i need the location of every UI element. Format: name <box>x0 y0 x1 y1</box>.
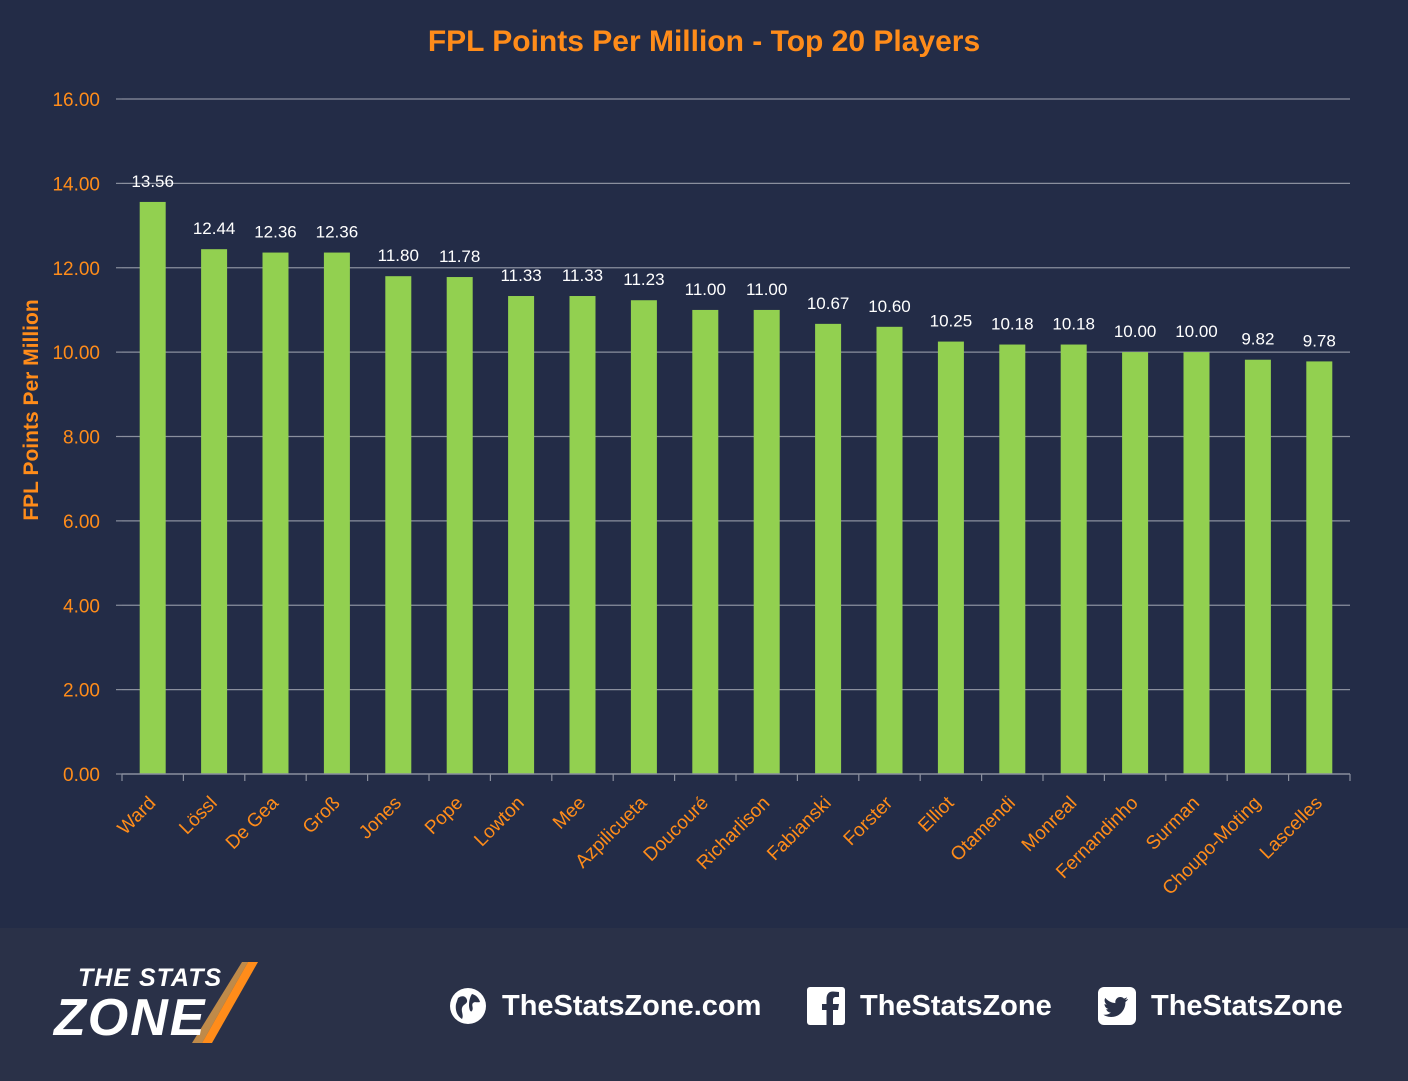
y-tick-label: 8.00 <box>63 428 100 449</box>
bar-monreal <box>1060 344 1087 774</box>
bar-elliot <box>937 341 964 774</box>
data-label: 11.23 <box>623 270 664 289</box>
facebook-icon <box>806 986 846 1026</box>
x-axis <box>121 773 1351 781</box>
x-tick-label: Fabianski <box>763 793 835 865</box>
data-label: 10.18 <box>1052 315 1095 334</box>
x-axis-labels: Ward Lössl De Gea Groß Jones Pope Lowton MeeAzp… <box>114 792 1327 899</box>
twitter-icon <box>1097 986 1137 1026</box>
data-label: 10.67 <box>807 294 850 313</box>
x-tick-label: Otamendi <box>947 793 1020 866</box>
y-tick-label: 4.00 <box>63 596 100 617</box>
x-tick-label: Pope <box>421 793 467 839</box>
x-tick-label: Lascelles <box>1256 793 1327 864</box>
data-label: 13.56 <box>131 172 174 191</box>
chart-panel: FPL Points Per Million - Top 20 Players … <box>20 25 1351 900</box>
x-tick-label: De Gea <box>222 792 283 853</box>
facebook-link[interactable]: TheStatsZone <box>806 984 1052 1028</box>
y-tick-label: 12.00 <box>52 259 100 280</box>
y-axis-ticks: 0.00 2.00 4.00 6.00 8.00 10.00 12.00 14.00 16.00 <box>52 90 122 786</box>
data-label: 11.80 <box>378 246 419 265</box>
stats-zone-logo: THE STATS ZONE <box>52 958 302 1058</box>
facebook-text: TheStatsZone <box>860 989 1052 1022</box>
bar-chart: FPL Points Per Million - Top 20 Players … <box>20 25 1351 899</box>
bar-azpilicueta <box>630 300 657 774</box>
data-label: 9.78 <box>1303 331 1336 350</box>
x-tick-label: Lössl <box>175 793 221 839</box>
bar-jones <box>385 276 412 774</box>
y-tick-label: 10.00 <box>52 343 100 364</box>
bar-gro- <box>323 252 350 774</box>
data-label: 11.00 <box>746 280 787 299</box>
bar-pope <box>446 277 473 774</box>
logo-text-top: THE STATS <box>78 964 223 992</box>
bar-fernandinho <box>1122 352 1149 774</box>
logo-swoosh-icon <box>192 962 258 1043</box>
logo-text-bottom: ZONE <box>54 989 207 1047</box>
bar-choupo-moting <box>1244 359 1271 774</box>
data-label: 10.00 <box>1114 322 1157 341</box>
y-tick-label: 2.00 <box>63 681 100 702</box>
data-label: 9.82 <box>1241 330 1274 349</box>
x-tick-label: Surman <box>1142 793 1204 855</box>
data-label: 11.78 <box>439 247 480 266</box>
y-tick-label: 6.00 <box>63 512 100 533</box>
y-tick-label: 0.00 <box>63 765 100 786</box>
data-label: 11.00 <box>685 280 726 299</box>
globe-icon <box>448 986 488 1026</box>
x-tick-label: Lowton <box>470 793 528 851</box>
bar-l-ssl <box>201 249 228 774</box>
x-tick-label: Forster <box>840 792 898 850</box>
y-tick-label: 14.00 <box>52 174 100 195</box>
bar-richarlison <box>753 309 780 774</box>
bar-otamendi <box>999 344 1026 774</box>
grid-lines <box>122 98 1350 691</box>
data-label: 10.60 <box>868 297 911 316</box>
twitter-link[interactable]: TheStatsZone <box>1097 984 1343 1028</box>
x-tick-label: Groß <box>299 793 344 838</box>
bar-doucour- <box>692 309 719 774</box>
footer <box>0 928 1408 1081</box>
y-tick-label: 16.00 <box>52 90 100 111</box>
bar-fabianski <box>815 323 842 774</box>
data-label: 12.44 <box>193 219 236 238</box>
x-tick-label: Ward <box>114 793 160 839</box>
data-label: 12.36 <box>316 223 359 242</box>
bar-surman <box>1183 352 1210 774</box>
data-label: 12.36 <box>254 223 297 242</box>
twitter-text: TheStatsZone <box>1151 989 1343 1022</box>
x-tick-label: Mee <box>549 793 590 834</box>
data-label: 10.00 <box>1175 322 1218 341</box>
data-label: 11.33 <box>500 266 541 285</box>
bar-ward <box>139 201 166 774</box>
x-tick-label: Jones <box>355 793 406 844</box>
bar-lascelles <box>1306 361 1333 774</box>
bar-mee <box>569 296 596 774</box>
data-label: 10.18 <box>991 315 1034 334</box>
bar-forster <box>876 326 903 774</box>
bar-de-gea <box>262 252 289 774</box>
website-link[interactable]: TheStatsZone.com <box>448 984 761 1028</box>
data-labels: 13.56 12.44 12.36 12.36 11.80 11.78 11.33 11.33… <box>131 172 1335 350</box>
bars <box>139 201 1333 774</box>
x-tick-label: Monreal <box>1018 793 1081 856</box>
chart-title: FPL Points Per Million - Top 20 Players <box>428 25 980 58</box>
x-tick-label: Elliot <box>914 792 958 836</box>
data-label: 10.25 <box>930 312 973 331</box>
bar-lowton <box>508 296 535 774</box>
y-axis-title: FPL Points Per Million <box>20 299 43 520</box>
website-text: TheStatsZone.com <box>502 989 762 1022</box>
data-label: 11.33 <box>562 266 603 285</box>
